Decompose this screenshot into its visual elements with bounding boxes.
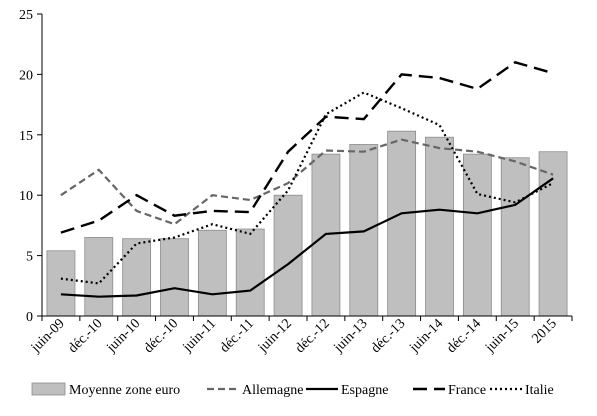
bar (462, 153, 492, 317)
y-tick-label: 25 (19, 8, 33, 23)
bar (500, 157, 530, 317)
x-tick-label: juin-14 (406, 316, 446, 356)
legend-label: Allemagne (242, 383, 303, 398)
x-tick-label: déc.-12 (293, 316, 333, 356)
bar (538, 151, 568, 317)
bar (425, 136, 454, 317)
series-line-france (60, 60, 554, 234)
legend-label: Espagne (341, 383, 388, 398)
legend: Moyenne zone euro Allemagne Espagne France I… (31, 382, 554, 398)
series-line-espagne (60, 177, 554, 298)
bar (235, 228, 265, 317)
bar (160, 238, 189, 317)
x-tick-label: déc.-14 (444, 316, 484, 356)
bar (387, 130, 417, 317)
y-tick-label: 0 (26, 310, 33, 325)
y-tick-label: 15 (19, 129, 33, 144)
x-tick-label: juin-13 (331, 316, 371, 356)
y-tick-label: 10 (19, 189, 33, 204)
x-tick-label: déc.-10 (66, 316, 106, 356)
x-tick-label: juin-09 (28, 316, 68, 356)
bar (197, 229, 227, 317)
x-tick-label: déc.-10 (141, 316, 181, 356)
x-tick-label: juin-10 (104, 316, 144, 356)
y-tick-label: 5 (26, 250, 33, 265)
x-tick-label: juin-11 (180, 316, 220, 356)
series-line-italie (60, 91, 554, 285)
series-line-allemagne (60, 138, 554, 226)
bars-group (46, 130, 568, 317)
legend-label: France (448, 383, 486, 398)
legend-label: Moyenne zone euro (69, 383, 180, 398)
bar (46, 250, 76, 317)
bar (122, 238, 152, 317)
bar (84, 237, 114, 317)
x-tick-label: juin-15 (482, 316, 522, 356)
lines-group (60, 60, 554, 298)
x-tick-label: déc.-11 (217, 316, 257, 356)
x-tick-label: juin-12 (255, 316, 295, 356)
y-tick-label: 20 (19, 68, 33, 83)
legend-swatch (31, 382, 66, 396)
legend-label: Italie (525, 383, 554, 398)
x-tick-label: déc.-13 (368, 316, 408, 356)
